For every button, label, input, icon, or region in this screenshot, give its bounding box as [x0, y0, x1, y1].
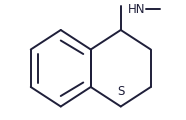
- Text: S: S: [117, 85, 124, 98]
- Text: HN: HN: [128, 3, 146, 15]
